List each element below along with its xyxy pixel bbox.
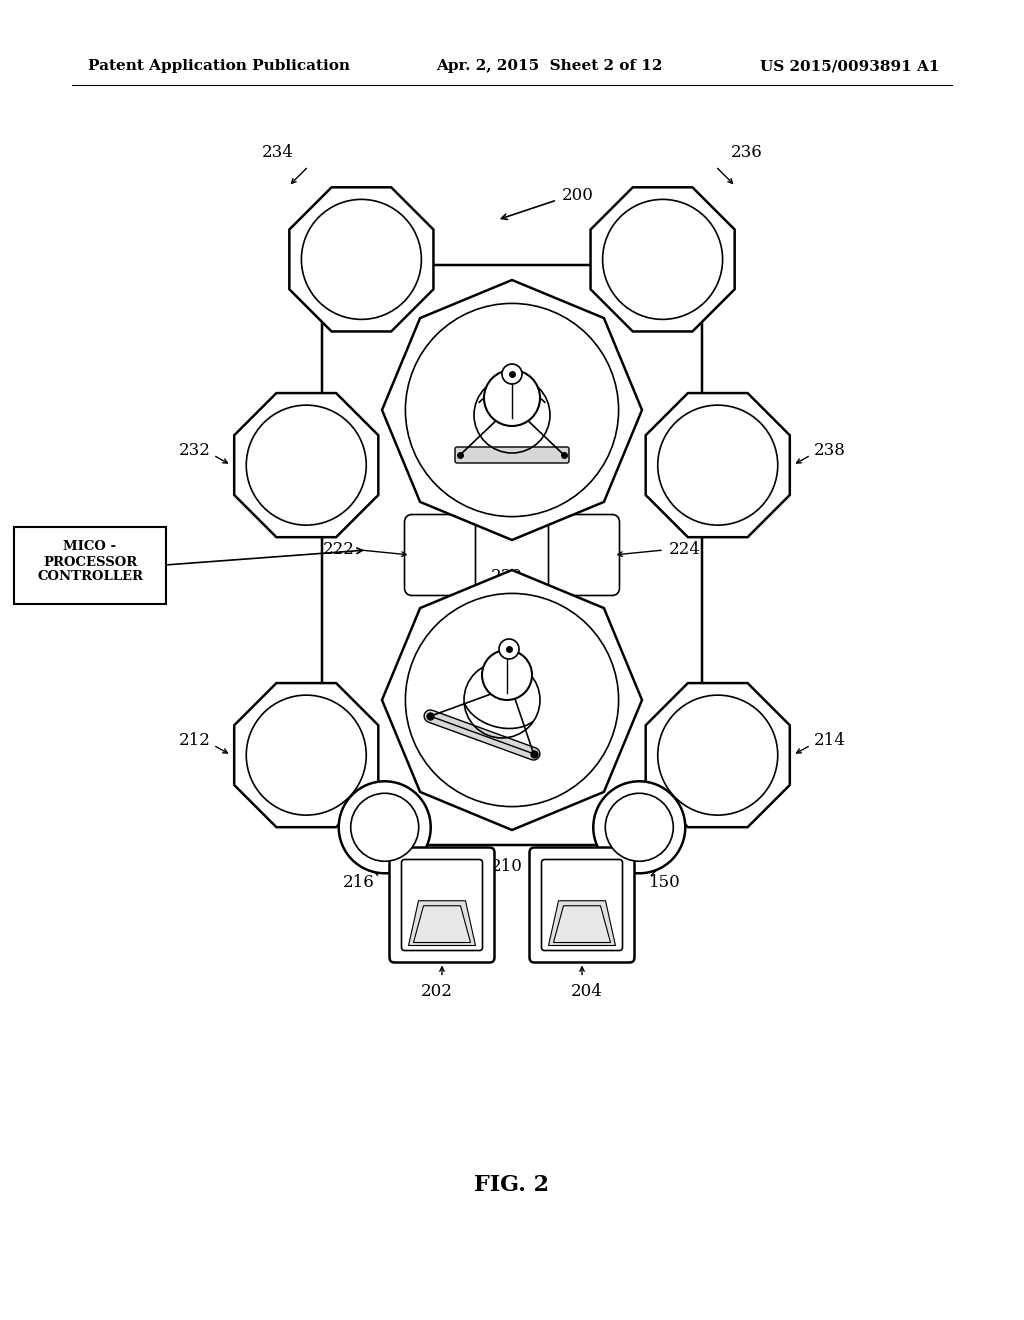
Text: 204: 204 bbox=[571, 982, 603, 999]
Circle shape bbox=[406, 594, 618, 807]
Polygon shape bbox=[382, 280, 642, 540]
Polygon shape bbox=[290, 187, 433, 331]
FancyBboxPatch shape bbox=[549, 515, 620, 595]
Text: 202: 202 bbox=[421, 982, 453, 999]
Text: 402: 402 bbox=[572, 351, 604, 368]
Circle shape bbox=[657, 405, 778, 525]
Circle shape bbox=[351, 793, 419, 861]
Text: 214: 214 bbox=[814, 731, 846, 748]
Text: 234: 234 bbox=[261, 144, 294, 161]
Polygon shape bbox=[554, 906, 610, 942]
Circle shape bbox=[301, 199, 422, 319]
FancyBboxPatch shape bbox=[529, 847, 635, 962]
Text: 402: 402 bbox=[572, 661, 604, 678]
Circle shape bbox=[482, 649, 532, 700]
Text: MICO -
PROCESSOR
CONTROLLER: MICO - PROCESSOR CONTROLLER bbox=[37, 540, 143, 583]
FancyBboxPatch shape bbox=[14, 527, 166, 603]
Circle shape bbox=[246, 696, 367, 816]
Polygon shape bbox=[414, 906, 470, 942]
Polygon shape bbox=[549, 900, 615, 945]
Text: 224: 224 bbox=[669, 541, 700, 558]
Polygon shape bbox=[409, 900, 475, 945]
Circle shape bbox=[605, 793, 673, 861]
Text: 200: 200 bbox=[562, 186, 594, 203]
Polygon shape bbox=[646, 393, 790, 537]
Text: 236: 236 bbox=[730, 144, 762, 161]
Circle shape bbox=[406, 304, 618, 516]
FancyBboxPatch shape bbox=[401, 859, 482, 950]
FancyBboxPatch shape bbox=[404, 515, 475, 595]
Polygon shape bbox=[234, 393, 378, 537]
Circle shape bbox=[502, 364, 522, 384]
Circle shape bbox=[339, 781, 431, 874]
Polygon shape bbox=[322, 265, 702, 845]
Circle shape bbox=[484, 370, 540, 426]
Text: US 2015/0093891 A1: US 2015/0093891 A1 bbox=[761, 59, 940, 73]
FancyBboxPatch shape bbox=[389, 847, 495, 962]
Text: 216: 216 bbox=[343, 874, 375, 891]
Circle shape bbox=[657, 696, 778, 816]
Polygon shape bbox=[234, 682, 378, 828]
FancyBboxPatch shape bbox=[542, 859, 623, 950]
Text: 212: 212 bbox=[178, 731, 210, 748]
Polygon shape bbox=[382, 570, 642, 830]
Circle shape bbox=[593, 781, 685, 874]
Circle shape bbox=[246, 405, 367, 525]
Text: 232: 232 bbox=[178, 442, 210, 458]
Text: Apr. 2, 2015  Sheet 2 of 12: Apr. 2, 2015 Sheet 2 of 12 bbox=[436, 59, 663, 73]
Text: 210: 210 bbox=[492, 858, 523, 875]
Circle shape bbox=[499, 639, 519, 659]
Polygon shape bbox=[591, 187, 734, 331]
Text: 222: 222 bbox=[324, 541, 355, 558]
Text: 230: 230 bbox=[492, 568, 523, 585]
FancyBboxPatch shape bbox=[455, 447, 569, 463]
Polygon shape bbox=[646, 682, 790, 828]
Text: FIG. 2: FIG. 2 bbox=[474, 1173, 550, 1196]
Circle shape bbox=[602, 199, 723, 319]
Text: 238: 238 bbox=[814, 442, 846, 458]
Text: Patent Application Publication: Patent Application Publication bbox=[88, 59, 350, 73]
Text: 150: 150 bbox=[649, 874, 681, 891]
